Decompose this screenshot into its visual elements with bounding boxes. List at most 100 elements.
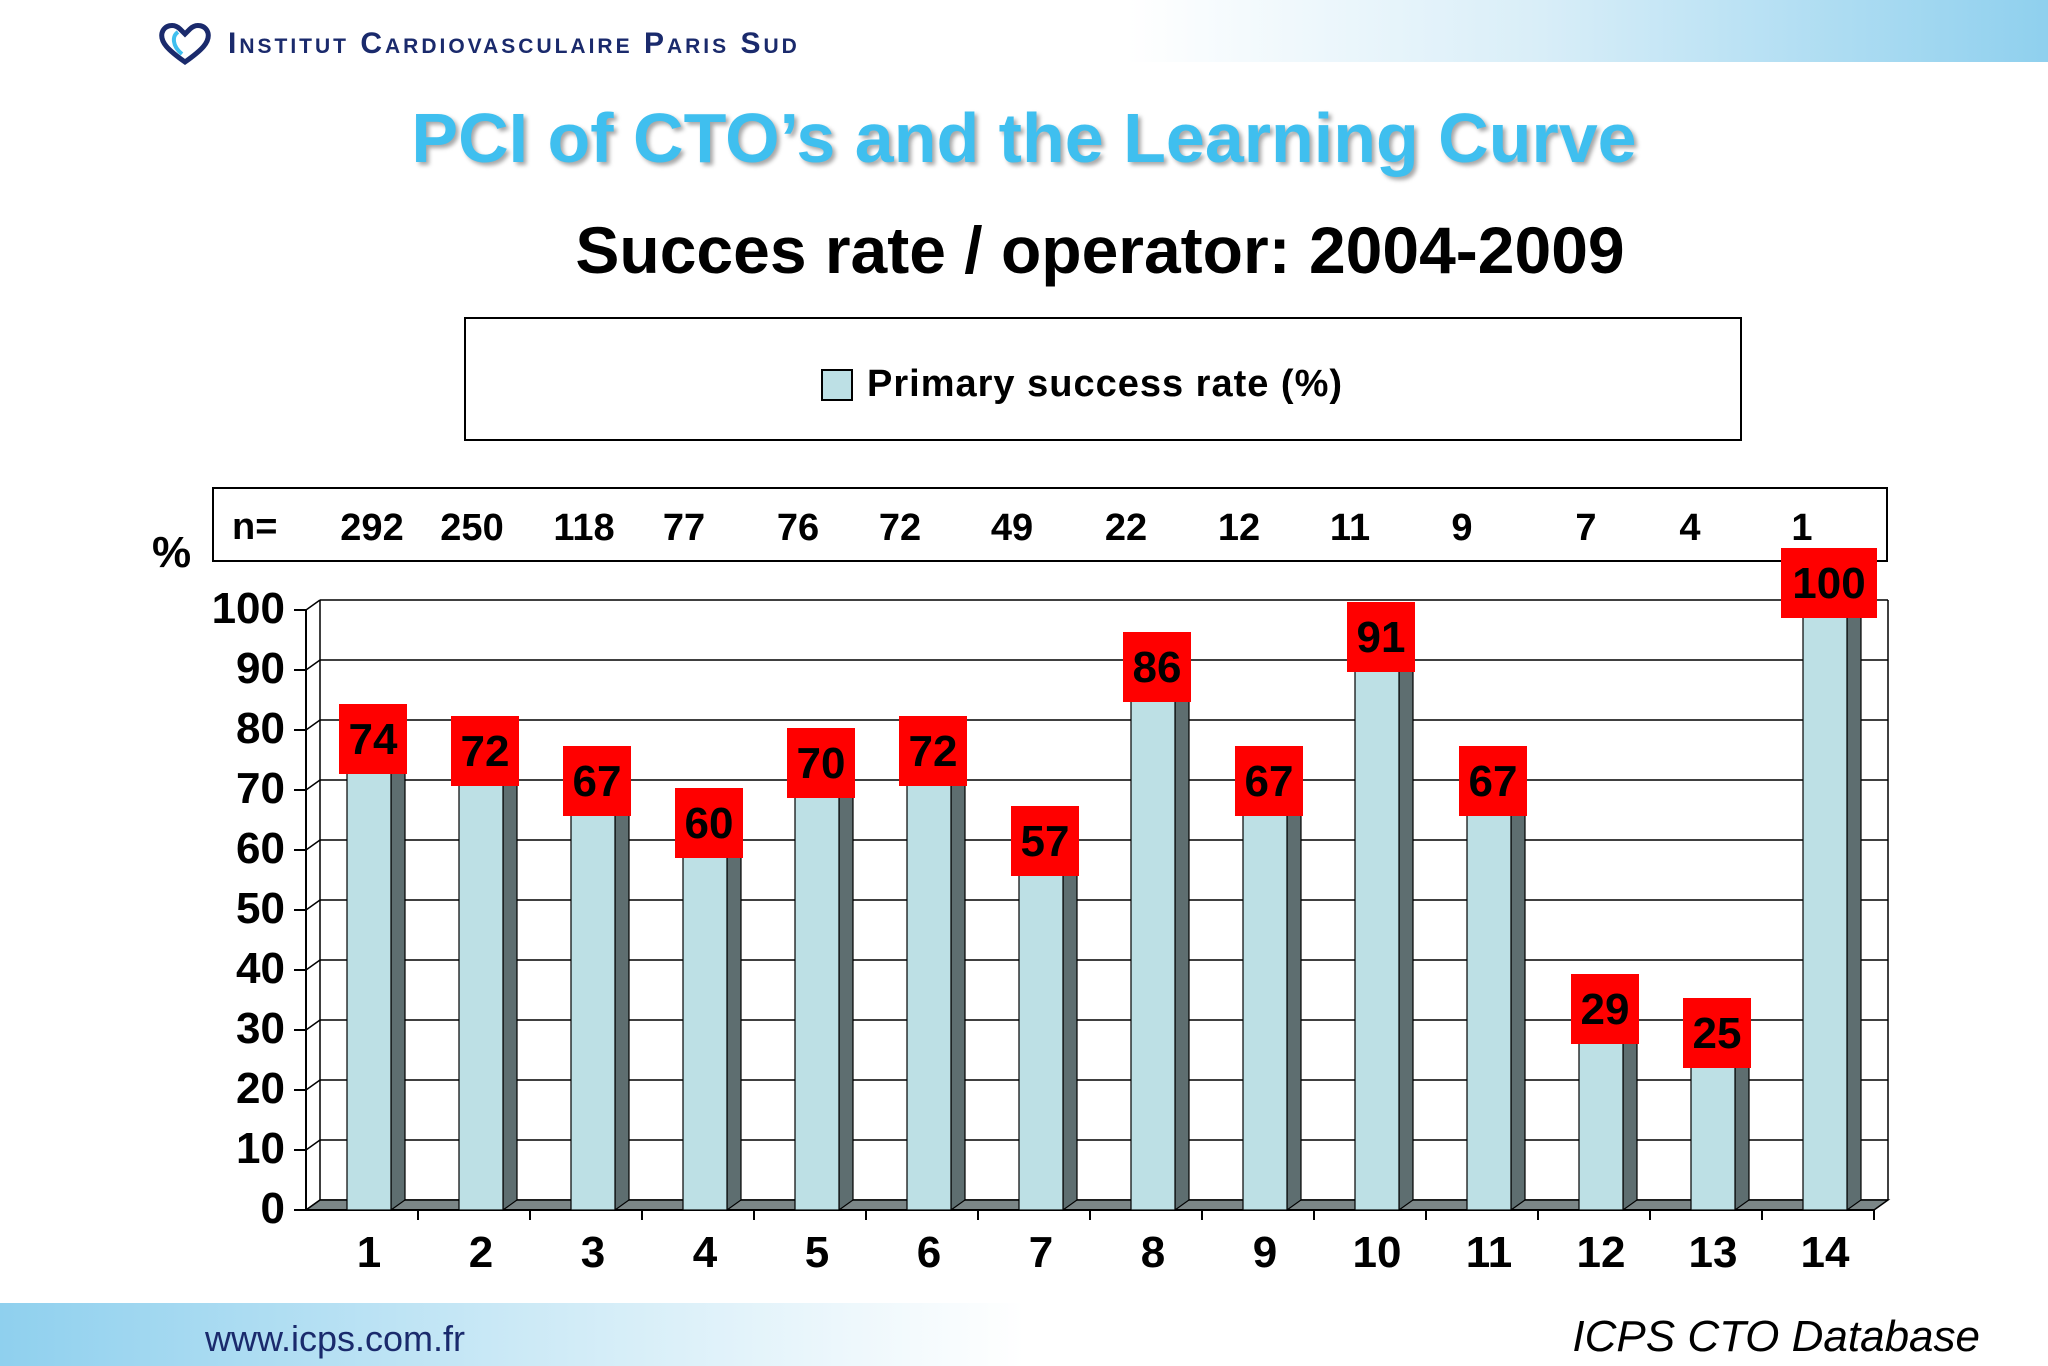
y-tick-label: 90 (236, 644, 285, 693)
x-tick-label: 10 (1352, 1228, 1402, 1277)
data-label: 72 (461, 727, 510, 776)
data-label-box (1571, 974, 1639, 1044)
bar (1130, 693, 1176, 1211)
y-tick-label: 40 (236, 944, 285, 993)
y-tick-label: 0 (260, 1184, 285, 1233)
bar (682, 849, 728, 1211)
data-label: 67 (573, 757, 622, 806)
x-tick-label: 2 (468, 1228, 494, 1277)
n-value: 7 (1575, 507, 1597, 549)
gridline-side (305, 779, 321, 791)
bar (570, 807, 616, 1211)
y-tick-label: 100 (211, 584, 285, 633)
n-value: 292 (340, 507, 404, 549)
data-source: ICPS CTO Database (1572, 1312, 1980, 1361)
gridline-side (305, 1019, 321, 1031)
bar (1802, 609, 1848, 1211)
bar (1242, 807, 1288, 1211)
bar-side (1174, 682, 1190, 1212)
gridline-side (305, 839, 321, 851)
y-tick-label: 60 (236, 824, 285, 873)
n-value: 1 (1791, 507, 1813, 549)
bar (1018, 867, 1064, 1211)
x-tick-label: 6 (916, 1228, 942, 1277)
bar (346, 765, 392, 1211)
data-label: 72 (909, 727, 958, 776)
bar-side (1062, 856, 1078, 1212)
bar-side (726, 838, 742, 1212)
data-label: 100 (1792, 559, 1865, 608)
header-band (0, 0, 2048, 62)
data-label-box (451, 716, 519, 786)
x-tick-label: 8 (1140, 1228, 1166, 1277)
sample-size-row: n= 292 250 118 77 76 72 49 22 12 11 9 7 4 1 (212, 487, 1888, 562)
gridline-side (305, 1079, 321, 1091)
bar-side (1846, 598, 1862, 1212)
x-tick-label: 9 (1252, 1228, 1278, 1277)
n-value: 77 (662, 507, 706, 549)
n-value: 76 (776, 507, 820, 549)
x-tick-label: 7 (1028, 1228, 1054, 1277)
bar-side (614, 796, 630, 1212)
x-tick-label: 3 (580, 1228, 606, 1277)
data-label-box (1235, 746, 1303, 816)
data-label-box (1011, 806, 1079, 876)
y-tick-label: 30 (236, 1004, 285, 1053)
bar-side (1398, 652, 1414, 1212)
heart-logo-icon (159, 23, 211, 66)
y-tick-label: 50 (236, 884, 285, 933)
data-label-box (1781, 548, 1877, 618)
y-tick-label: 80 (236, 704, 285, 753)
n-value: 250 (440, 507, 504, 549)
n-value: 9 (1451, 507, 1473, 549)
logo-text: Institut Cardiovasculaire Paris Sud (228, 27, 800, 60)
bar (1690, 1059, 1736, 1211)
gridline-side (305, 599, 321, 611)
n-value: 49 (990, 507, 1034, 549)
x-tick-label: 12 (1576, 1228, 1626, 1277)
bar-side (1510, 796, 1526, 1212)
x-tick-label: 1 (356, 1228, 382, 1277)
n-value: 118 (553, 507, 615, 549)
legend-swatch (821, 368, 853, 401)
chart-legend: Primary success rate (%) (464, 317, 1742, 441)
bar-side (1286, 796, 1302, 1212)
website-url[interactable]: www.icps.com.fr (205, 1318, 466, 1359)
n-value: 12 (1217, 507, 1261, 549)
institute-logo: Institut Cardiovasculaire Paris Sud (158, 22, 800, 66)
data-label-box (675, 788, 743, 858)
data-label: 25 (1693, 1009, 1742, 1058)
chart-subtitle: Succes rate / operator: 2004-2009 (575, 213, 1625, 287)
footer-band (0, 1303, 2048, 1366)
data-label-box (899, 716, 967, 786)
bar (906, 777, 952, 1211)
data-label-box (1123, 632, 1191, 702)
data-label-box (339, 704, 407, 774)
bar-side (1734, 1048, 1750, 1212)
bar-side (502, 766, 518, 1212)
x-tick-label: 11 (1465, 1228, 1513, 1277)
data-label-box (787, 728, 855, 798)
n-value: 4 (1679, 507, 1701, 549)
x-tick-label: 14 (1800, 1228, 1850, 1277)
y-tick-label: 20 (236, 1064, 285, 1113)
n-label: n= (232, 506, 278, 548)
data-label-box (1347, 602, 1415, 672)
data-label-box (1683, 998, 1751, 1068)
bar-side (950, 766, 966, 1212)
n-value: 11 (1329, 507, 1371, 549)
x-tick-label: 4 (692, 1228, 718, 1277)
gridline-side (305, 719, 321, 731)
bar (1466, 807, 1512, 1211)
data-label-box (563, 746, 631, 816)
bar (1578, 1035, 1624, 1211)
data-label: 29 (1581, 985, 1630, 1034)
legend-item: Primary success rate (%) (821, 363, 1343, 406)
y-tick-label: 70 (236, 764, 285, 813)
n-value: 22 (1104, 507, 1148, 549)
data-label: 67 (1245, 757, 1294, 806)
gridline-side (305, 959, 321, 971)
data-label: 70 (797, 739, 846, 788)
bar (458, 777, 504, 1211)
bar (794, 789, 840, 1211)
